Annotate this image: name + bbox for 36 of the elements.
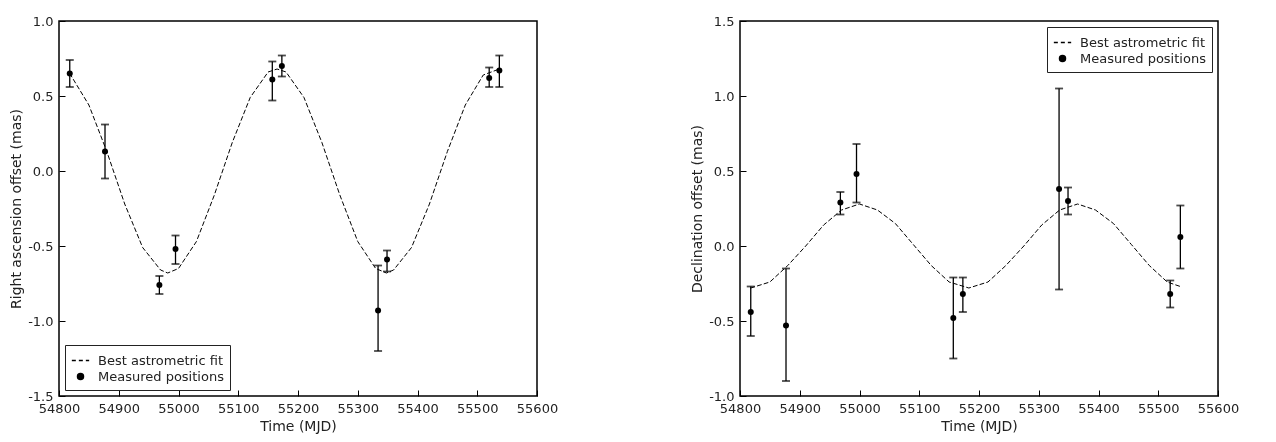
x-tick-label: 55000 (158, 400, 200, 416)
x-tick-label: 54900 (779, 400, 821, 416)
y-tick-label: -1.0 (28, 313, 54, 329)
x-tick-label: 54900 (98, 400, 140, 416)
point (486, 75, 493, 81)
x-tick-label: 55500 (457, 400, 499, 416)
point (1167, 291, 1174, 297)
legend-label: Best astrometric fit (1080, 34, 1206, 50)
x-tick-label: 55100 (899, 400, 941, 416)
x-tick-label: 55100 (218, 400, 260, 416)
y-tick-label: 0.5 (713, 163, 735, 179)
x-tick-label: 55300 (1018, 400, 1060, 416)
y-tick-label: 0.5 (32, 88, 54, 104)
x-tick-label: 55400 (1078, 400, 1120, 416)
y-tick-label: -0.5 (709, 313, 735, 329)
y-tick-label: 0.0 (713, 238, 735, 254)
x-tick-label: 55400 (397, 400, 439, 416)
x-tick-label: 55000 (839, 400, 881, 416)
x-tick-label: 55200 (958, 400, 1001, 416)
legend-label: Measured positions (1080, 50, 1207, 66)
x-tick-label: 55500 (1138, 400, 1180, 416)
x-axis-title: Time (MJD) (940, 417, 1018, 434)
legend-label: Measured positions (98, 368, 225, 384)
x-tick-label: 55600 (516, 400, 559, 416)
y-axis-title: Right ascension offset (mas) (8, 109, 25, 309)
y-axis-title: Declination offset (mas) (689, 124, 706, 294)
y-tick-label: 0.0 (32, 163, 54, 179)
x-tick-label: 55200 (277, 400, 320, 416)
y-tick-label: 1.5 (713, 13, 735, 29)
x-axis-title: Time (MJD) (259, 417, 337, 434)
legend-label: Best astrometric fit (98, 352, 224, 368)
y-tick-label: 1.0 (32, 13, 54, 29)
y-tick-label: -0.5 (28, 238, 54, 254)
x-tick-label: 55300 (337, 400, 379, 416)
x-tick-label: 55600 (1197, 400, 1240, 416)
y-tick-label: 1.0 (713, 88, 735, 104)
